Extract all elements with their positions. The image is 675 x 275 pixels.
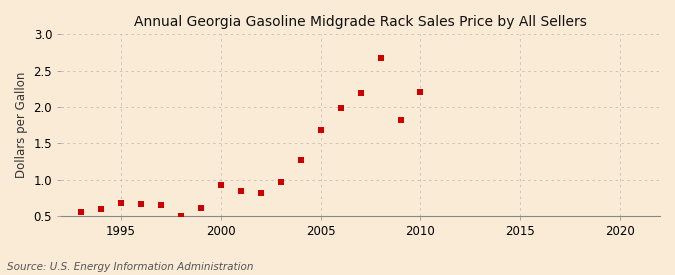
Point xyxy=(176,214,186,218)
Point xyxy=(375,55,386,60)
Point xyxy=(136,201,146,206)
Point xyxy=(76,210,86,214)
Text: Source: U.S. Energy Information Administration: Source: U.S. Energy Information Administ… xyxy=(7,262,253,272)
Point xyxy=(296,158,306,162)
Point xyxy=(335,106,346,110)
Point xyxy=(255,191,266,196)
Point xyxy=(355,91,366,95)
Point xyxy=(236,188,246,193)
Point xyxy=(196,206,207,210)
Point xyxy=(275,180,286,184)
Title: Annual Georgia Gasoline Midgrade Rack Sales Price by All Sellers: Annual Georgia Gasoline Midgrade Rack Sa… xyxy=(134,15,587,29)
Point xyxy=(315,128,326,133)
Point xyxy=(215,183,226,187)
Point xyxy=(415,90,426,94)
Point xyxy=(115,201,126,205)
Point xyxy=(96,207,107,211)
Y-axis label: Dollars per Gallon: Dollars per Gallon xyxy=(15,72,28,178)
Point xyxy=(156,203,167,207)
Point xyxy=(395,118,406,122)
